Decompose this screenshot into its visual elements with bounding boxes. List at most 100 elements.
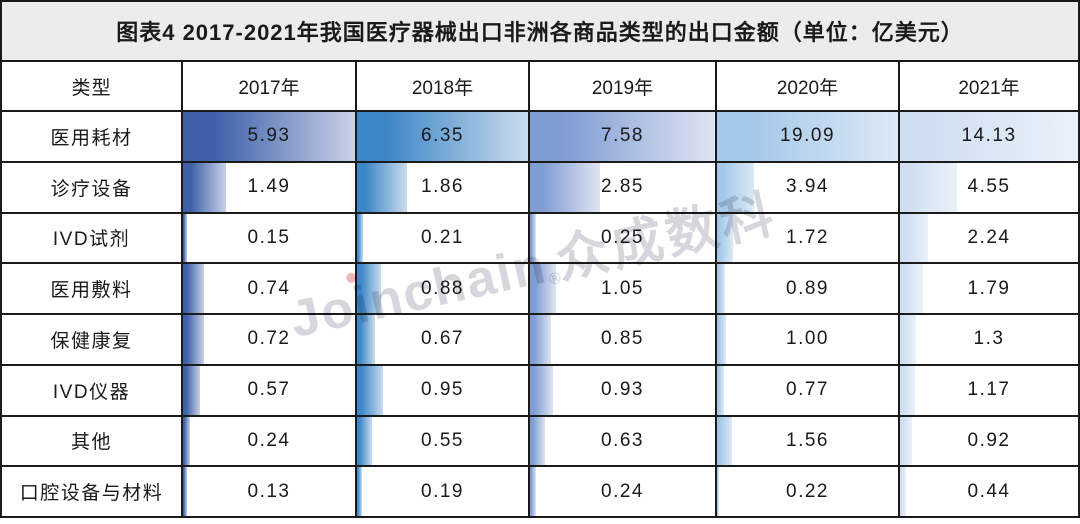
value-cell: 0.92 bbox=[900, 416, 1078, 466]
table-header-row: 类型 2017年 2018年 2019年 2020年 2021年 bbox=[2, 62, 1078, 112]
data-bar bbox=[717, 264, 726, 313]
data-bar bbox=[357, 264, 381, 313]
row-label: 医用敷料 bbox=[50, 280, 133, 302]
row-label-cell: 医用耗材 bbox=[2, 112, 183, 161]
data-bar bbox=[717, 467, 720, 516]
data-bar bbox=[717, 365, 725, 415]
cell-value: 19.09 bbox=[779, 125, 836, 147]
cell-value: 0.77 bbox=[786, 379, 829, 401]
value-cell: 0.67 bbox=[357, 315, 530, 364]
cell-value: 0.85 bbox=[601, 328, 644, 350]
data-bar bbox=[900, 365, 915, 415]
data-bar bbox=[357, 416, 372, 466]
data-bar bbox=[900, 162, 958, 212]
data-bar bbox=[357, 213, 363, 263]
cell-value: 0.88 bbox=[421, 277, 464, 299]
value-cell: 19.09 bbox=[717, 112, 900, 161]
row-label: 其他 bbox=[70, 432, 112, 454]
row-label-cell: 医用敷料 bbox=[2, 264, 183, 313]
cell-value: 0.44 bbox=[967, 480, 1011, 502]
value-cell: 1.72 bbox=[717, 213, 900, 263]
value-cell: 0.24 bbox=[183, 416, 357, 466]
value-cell: 0.74 bbox=[183, 264, 357, 313]
row-label: 保健康复 bbox=[50, 330, 133, 352]
header-cell-year-2019: 2019年 bbox=[530, 62, 717, 110]
value-cell: 1.17 bbox=[900, 365, 1078, 415]
data-bar bbox=[900, 315, 917, 364]
header-cell-year-2021: 2021年 bbox=[958, 77, 1020, 99]
data-bar bbox=[183, 213, 188, 263]
data-bar bbox=[530, 416, 546, 466]
data-bar bbox=[900, 416, 912, 466]
value-cell: 5.93 bbox=[183, 112, 357, 161]
data-bar bbox=[717, 416, 732, 466]
value-cell: 0.44 bbox=[900, 467, 1078, 516]
data-bar bbox=[183, 112, 355, 161]
cell-value: 7.58 bbox=[601, 125, 644, 147]
data-bar bbox=[900, 467, 906, 516]
value-cell: 14.13 bbox=[900, 112, 1078, 161]
data-bar bbox=[717, 315, 727, 364]
value-cell: 0.88 bbox=[357, 264, 530, 313]
row-label: IVD仪器 bbox=[52, 381, 131, 403]
data-bar bbox=[530, 264, 556, 313]
cell-value: 2.85 bbox=[601, 176, 644, 198]
table-row: 医用敷料 0.74 0.88 1.05 0.89 1.79 bbox=[2, 264, 1078, 315]
value-cell: 0.22 bbox=[717, 467, 900, 516]
value-cell: 1.79 bbox=[900, 264, 1078, 313]
value-cell: 0.85 bbox=[530, 315, 717, 364]
value-cell: 0.77 bbox=[717, 365, 900, 415]
cell-value: 1.00 bbox=[786, 328, 829, 350]
data-bar bbox=[900, 112, 1078, 161]
cell-value: 0.89 bbox=[786, 277, 829, 299]
data-bar bbox=[717, 112, 898, 161]
table-row: 口腔设备与材料 0.13 0.19 0.24 0.22 0.44 bbox=[2, 467, 1078, 516]
cell-value: 14.13 bbox=[961, 125, 1017, 147]
data-bar bbox=[900, 213, 929, 263]
value-cell: 0.19 bbox=[357, 467, 530, 516]
table-row: IVD试剂 0.15 0.21 0.25 1.72 2.24 bbox=[2, 213, 1078, 265]
data-bar bbox=[357, 162, 408, 212]
row-label: 口腔设备与材料 bbox=[19, 483, 164, 505]
row-label-cell: 其他 bbox=[2, 416, 183, 466]
table-body: 医用耗材 5.93 6.35 7.58 19.09 14.13 诊疗设备 1.49 1.86 2.… bbox=[2, 112, 1078, 516]
cell-value: 0.92 bbox=[967, 429, 1011, 451]
cell-value: 0.67 bbox=[421, 328, 464, 350]
value-cell: 1.49 bbox=[183, 162, 357, 212]
header-cell-year-2018: 2018年 bbox=[357, 62, 530, 110]
table-row: 诊疗设备 1.49 1.86 2.85 3.94 4.55 bbox=[2, 162, 1078, 214]
row-label-cell: 保健康复 bbox=[2, 315, 183, 364]
data-bar bbox=[530, 213, 537, 263]
value-cell: 1.05 bbox=[530, 264, 717, 313]
value-cell: 0.57 bbox=[183, 365, 357, 415]
data-bar bbox=[183, 315, 204, 364]
data-bar bbox=[530, 315, 551, 364]
cell-value: 0.19 bbox=[421, 480, 464, 502]
row-label: IVD试剂 bbox=[52, 229, 131, 251]
table-row: 其他 0.24 0.55 0.63 1.56 0.92 bbox=[2, 416, 1078, 468]
cell-value: 1.56 bbox=[786, 429, 829, 451]
value-cell: 3.94 bbox=[717, 162, 900, 212]
value-cell: 4.55 bbox=[900, 162, 1078, 212]
row-label-cell: 口腔设备与材料 bbox=[2, 467, 183, 516]
value-cell: 0.55 bbox=[357, 416, 530, 466]
value-cell: 0.13 bbox=[183, 467, 357, 516]
cell-value: 1.49 bbox=[247, 176, 291, 198]
cell-value: 0.63 bbox=[601, 429, 644, 451]
value-cell: 1.00 bbox=[717, 315, 900, 364]
table-row: 保健康复 0.72 0.67 0.85 1.00 1.3 bbox=[2, 315, 1078, 366]
data-bar bbox=[530, 365, 553, 415]
table-row: 医用耗材 5.93 6.35 7.58 19.09 14.13 bbox=[2, 112, 1078, 163]
value-cell: 2.24 bbox=[900, 213, 1078, 263]
data-bar bbox=[530, 162, 600, 212]
row-label-cell: IVD仪器 bbox=[2, 365, 183, 415]
value-cell: 6.35 bbox=[357, 112, 530, 161]
value-cell: 0.24 bbox=[530, 467, 717, 516]
value-cell: 1.3 bbox=[900, 315, 1078, 364]
data-bar bbox=[183, 365, 200, 415]
value-cell: 0.63 bbox=[530, 416, 717, 466]
data-bar bbox=[357, 467, 363, 516]
data-bar bbox=[717, 162, 755, 212]
value-cell: 0.72 bbox=[183, 315, 357, 364]
